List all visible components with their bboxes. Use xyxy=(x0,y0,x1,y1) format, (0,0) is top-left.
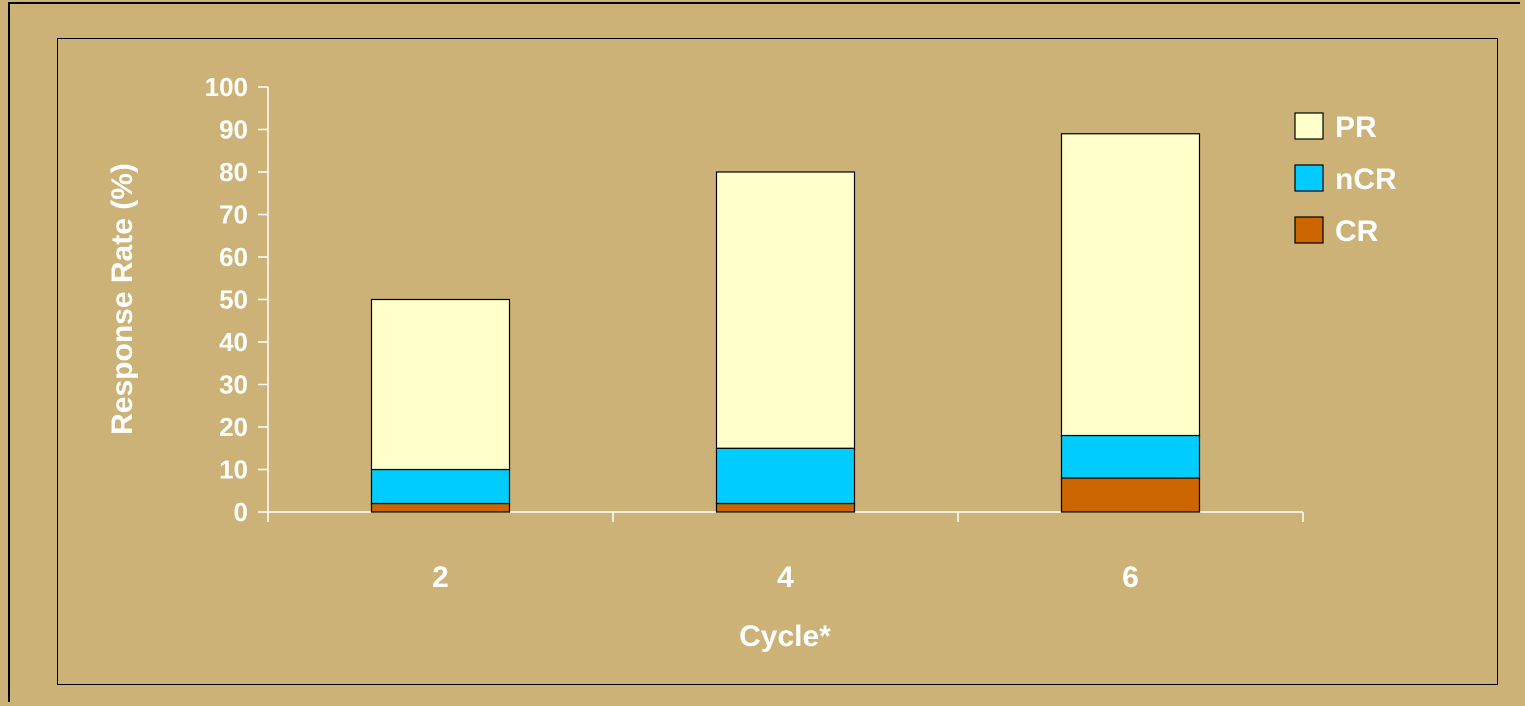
bar-segment-ncr-cycle-2 xyxy=(370,468,511,505)
y-tick-label: 50 xyxy=(219,285,248,315)
y-axis: 0 10 20 30 40 50 60 70 80 90 100 xyxy=(205,72,269,527)
x-tick-label: 4 xyxy=(777,561,794,594)
bar-segment-ncr-cycle-4 xyxy=(715,447,856,505)
x-axis: 2 4 6 xyxy=(267,511,1304,594)
y-tick-label: 70 xyxy=(219,200,248,230)
x-tick-label: 6 xyxy=(1122,561,1139,594)
bar-segment-pr-cycle-2 xyxy=(370,298,511,471)
legend-label-pr: PR xyxy=(1335,111,1377,144)
bar-segment-pr-cycle-4 xyxy=(715,171,856,449)
bar-segment-ncr-cycle-6 xyxy=(1060,434,1201,479)
y-axis-title: Response Rate (%) xyxy=(106,163,139,435)
y-tick-label: 20 xyxy=(219,412,248,442)
bar-segment-cr-cycle-2 xyxy=(370,502,511,513)
bar-segment-cr-cycle-4 xyxy=(715,502,856,513)
bar-segment-pr-cycle-6 xyxy=(1060,133,1201,437)
y-tick-label: 60 xyxy=(219,242,248,272)
y-tick-label: 0 xyxy=(234,497,248,527)
y-tick-label: 100 xyxy=(205,72,248,102)
legend-label-cr: CR xyxy=(1335,215,1379,248)
x-tick-label: 2 xyxy=(432,561,449,594)
y-tick-label: 10 xyxy=(219,455,248,485)
y-tick-label: 90 xyxy=(219,115,248,145)
y-tick-label: 40 xyxy=(219,327,248,357)
outer-frame xyxy=(8,2,1520,702)
legend-swatch-cr xyxy=(1294,216,1324,244)
y-tick-label: 30 xyxy=(219,370,248,400)
bar-segment-cr-cycle-6 xyxy=(1060,477,1201,513)
x-axis-title: Cycle* xyxy=(739,620,831,653)
legend-swatch-pr xyxy=(1294,112,1324,140)
bars xyxy=(370,133,1201,513)
y-tick-label: 80 xyxy=(219,157,248,187)
legend-label-ncr: nCR xyxy=(1335,163,1397,196)
chart-frame xyxy=(57,38,1498,685)
legend: PR nCR CR xyxy=(1294,111,1397,248)
legend-swatch-ncr xyxy=(1294,164,1324,192)
